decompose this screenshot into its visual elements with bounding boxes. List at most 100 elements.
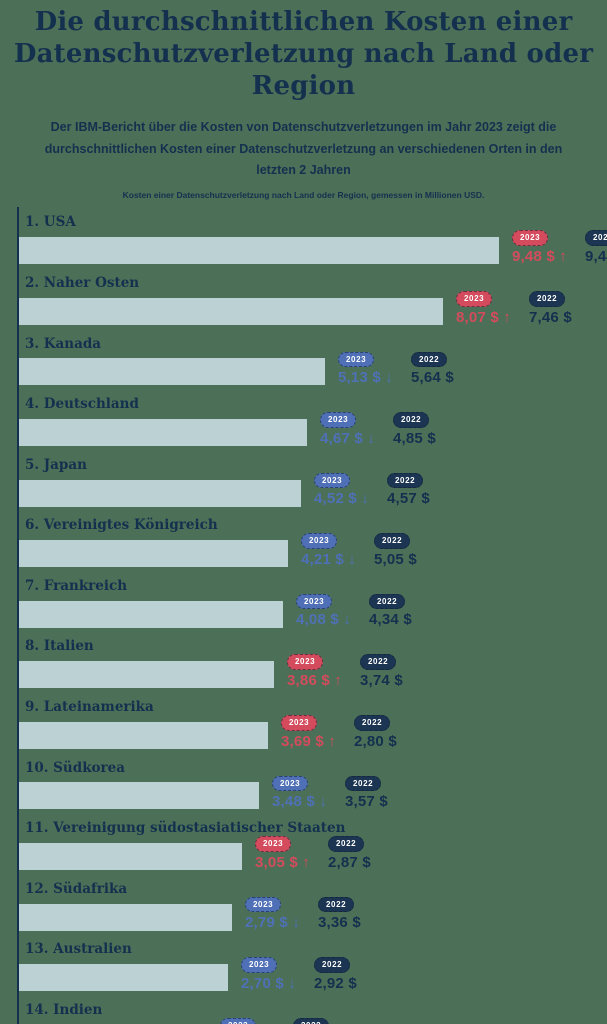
trend-up-icon: ↑ bbox=[503, 308, 511, 326]
row-body: 2023 8,07 $ ↑ 2022 7,46 $ bbox=[19, 290, 601, 329]
value-group-2023: 2023 5,13 $ ↓ bbox=[338, 351, 393, 387]
bar-2023 bbox=[19, 843, 242, 871]
value-group-2022: 2022 5,05 $ bbox=[373, 533, 417, 568]
year-badge-2022: 2022 bbox=[359, 654, 397, 671]
year-badge-2023: 2023 bbox=[301, 533, 338, 549]
year-badge-2022: 2022 bbox=[410, 351, 448, 368]
value-group-2023: 2023 8,07 $ ↑ bbox=[456, 290, 511, 326]
value-2022: 5,05 $ bbox=[373, 550, 417, 568]
value-group-2023: 2023 4,21 $ ↓ bbox=[301, 533, 356, 568]
value-2022: 4,34 $ bbox=[368, 611, 412, 629]
year-badge-2023: 2023 bbox=[338, 351, 375, 368]
chart-row-vereinigung-s-dostasiatischer-staaten: 11. Vereinigung südostasiatischer Staate… bbox=[19, 820, 601, 874]
chart-row-frankreich: 7. Frankreich 2023 4,08 $ ↓ 2022 4,34 $ bbox=[19, 578, 601, 632]
value-group-2022: 20229,44 $ bbox=[584, 230, 607, 265]
bar-2023 bbox=[19, 661, 274, 689]
bar-2023 bbox=[19, 297, 443, 325]
bar-2023 bbox=[19, 418, 307, 446]
year-badge-2023: 2023 bbox=[281, 715, 318, 731]
year-badge-2023: 2023 bbox=[241, 957, 278, 974]
row-body: 2023 3,69 $ ↑ 2022 2,80 $ bbox=[19, 715, 601, 753]
bar-2023 bbox=[19, 600, 283, 628]
trend-down-icon: ↓ bbox=[343, 611, 351, 629]
country-label: 12. Südafrika bbox=[25, 880, 128, 897]
trend-up-icon: ↑ bbox=[334, 672, 342, 690]
year-badge-2022: 2022 bbox=[327, 836, 365, 852]
year-badge-2022: 2022 bbox=[373, 533, 411, 549]
value-group-2022: 2022 3,36 $ bbox=[317, 896, 361, 932]
value-2022: 4,85 $ bbox=[392, 429, 436, 447]
bar-2023 bbox=[19, 237, 499, 265]
value-group-2023: 2023 9,48 $ ↑ bbox=[512, 230, 567, 265]
country-label: 7. Frankreich bbox=[25, 577, 128, 594]
year-badge-2022: 2022 bbox=[386, 472, 424, 489]
value-group-2022: 2022 2,87 $ bbox=[327, 836, 371, 871]
country-label: 2. Naher Osten bbox=[25, 274, 140, 291]
value-2023: 2,70 $ ↓ bbox=[241, 975, 296, 993]
bar-2023 bbox=[19, 479, 301, 507]
value-2023: 3,69 $ ↑ bbox=[281, 732, 336, 750]
year-badge-2023: 2023 bbox=[287, 654, 324, 671]
value-group-2023: 2023 4,08 $ ↓ bbox=[296, 593, 351, 629]
country-label: 9. Lateinamerika bbox=[25, 699, 154, 716]
row-body: 2023 3,86 $ ↑ 2022 3,74 $ bbox=[19, 654, 601, 692]
subtitle: Der IBM-Bericht über die Kosten von Date… bbox=[44, 119, 563, 178]
value-2023: 4,52 $ ↓ bbox=[314, 490, 369, 508]
chart-row-s-dkorea: 10. Südkorea 2023 3,48 $ ↓ 2022 3,57 $ bbox=[19, 760, 601, 814]
value-2022: 2,92 $ bbox=[313, 975, 357, 993]
trend-down-icon: ↓ bbox=[367, 429, 375, 447]
row-body: 2023 3,48 $ ↓ 2022 3,57 $ bbox=[19, 775, 601, 814]
value-2023: 4,08 $ ↓ bbox=[296, 611, 351, 629]
value-group-2023: 2023 3,48 $ ↓ bbox=[272, 775, 327, 811]
value-group-2022: 2022 4,34 $ bbox=[368, 593, 412, 629]
chart-row-naher-osten: 2. Naher Osten 2023 8,07 $ ↑ 2022 7,46 $ bbox=[19, 275, 601, 329]
value-group-2022: 2022 3,74 $ bbox=[359, 654, 403, 689]
bar-2023 bbox=[19, 358, 325, 386]
value-2023: 9,48 $ ↑ bbox=[512, 247, 567, 265]
year-badge-2023: 2023 bbox=[272, 775, 309, 792]
value-2022: 9,44 $ bbox=[584, 247, 607, 265]
year-badge-2023: 2023 bbox=[255, 836, 292, 852]
row-body: 2023 4,67 $ ↓ 2022 4,85 $ bbox=[19, 412, 601, 450]
value-group-2022: 2022 2,92 $ bbox=[313, 957, 357, 993]
chart-row-italien: 8. Italien 2023 3,86 $ ↑ 2022 3,74 $ bbox=[19, 638, 601, 692]
value-group-2022: 2022 5,64 $ bbox=[410, 351, 454, 386]
year-badge-2022: 2022 bbox=[528, 290, 566, 307]
chart-row-lateinamerika: 9. Lateinamerika 2023 3,69 $ ↑ 2022 2,80 $ bbox=[19, 699, 601, 753]
country-label: 5. Japan bbox=[25, 456, 87, 473]
title-line-1: Die durchschnittlichen Kosten einer bbox=[34, 7, 573, 37]
trend-down-icon: ↓ bbox=[385, 369, 393, 387]
value-2022: 3,36 $ bbox=[317, 914, 361, 932]
trend-up-icon: ↑ bbox=[559, 247, 567, 265]
year-badge-2023: 2023 bbox=[512, 230, 549, 246]
country-label: 4. Deutschland bbox=[25, 396, 139, 413]
year-badge-2022: 2022 bbox=[313, 957, 351, 974]
trend-down-icon: ↓ bbox=[319, 793, 327, 811]
value-2023: 3,05 $ ↑ bbox=[255, 853, 310, 871]
value-group-2023: 2023 2,79 $ ↓ bbox=[245, 896, 300, 931]
value-2022: 2,80 $ bbox=[353, 732, 397, 750]
value-2023: 3,48 $ ↓ bbox=[272, 793, 327, 811]
value-2022: 3,57 $ bbox=[344, 793, 388, 811]
value-2023: 4,21 $ ↓ bbox=[301, 550, 356, 568]
chart-row-deutschland: 4. Deutschland 2023 4,67 $ ↓ 2022 4,85 $ bbox=[19, 396, 601, 450]
row-body: 2023 4,21 $ ↓ 2022 5,05 $ bbox=[19, 533, 601, 571]
chart-row-s-dafrika: 12. Südafrika 2023 2,79 $ ↓ 2022 3,36 $ bbox=[19, 881, 601, 935]
chart-row-kanada: 3. Kanada 2023 5,13 $ ↓ 2022 5,64 $ bbox=[19, 336, 601, 390]
value-2022: 7,46 $ bbox=[528, 308, 572, 326]
value-group-2022: 2022 4,85 $ bbox=[392, 412, 436, 447]
bar-2023 bbox=[19, 782, 259, 810]
year-badge-2022: 2022 bbox=[317, 896, 355, 913]
year-badge-2022: 2022 bbox=[368, 593, 406, 610]
country-label: 3. Kanada bbox=[25, 335, 102, 352]
year-badge-2022: 2022 bbox=[353, 715, 391, 731]
title-line-2: Datenschutzverletzung nach Land oder Reg… bbox=[13, 39, 594, 102]
trend-up-icon: ↑ bbox=[328, 732, 336, 750]
bar-2023 bbox=[19, 964, 228, 992]
year-badge-2023: 2023 bbox=[456, 290, 493, 307]
